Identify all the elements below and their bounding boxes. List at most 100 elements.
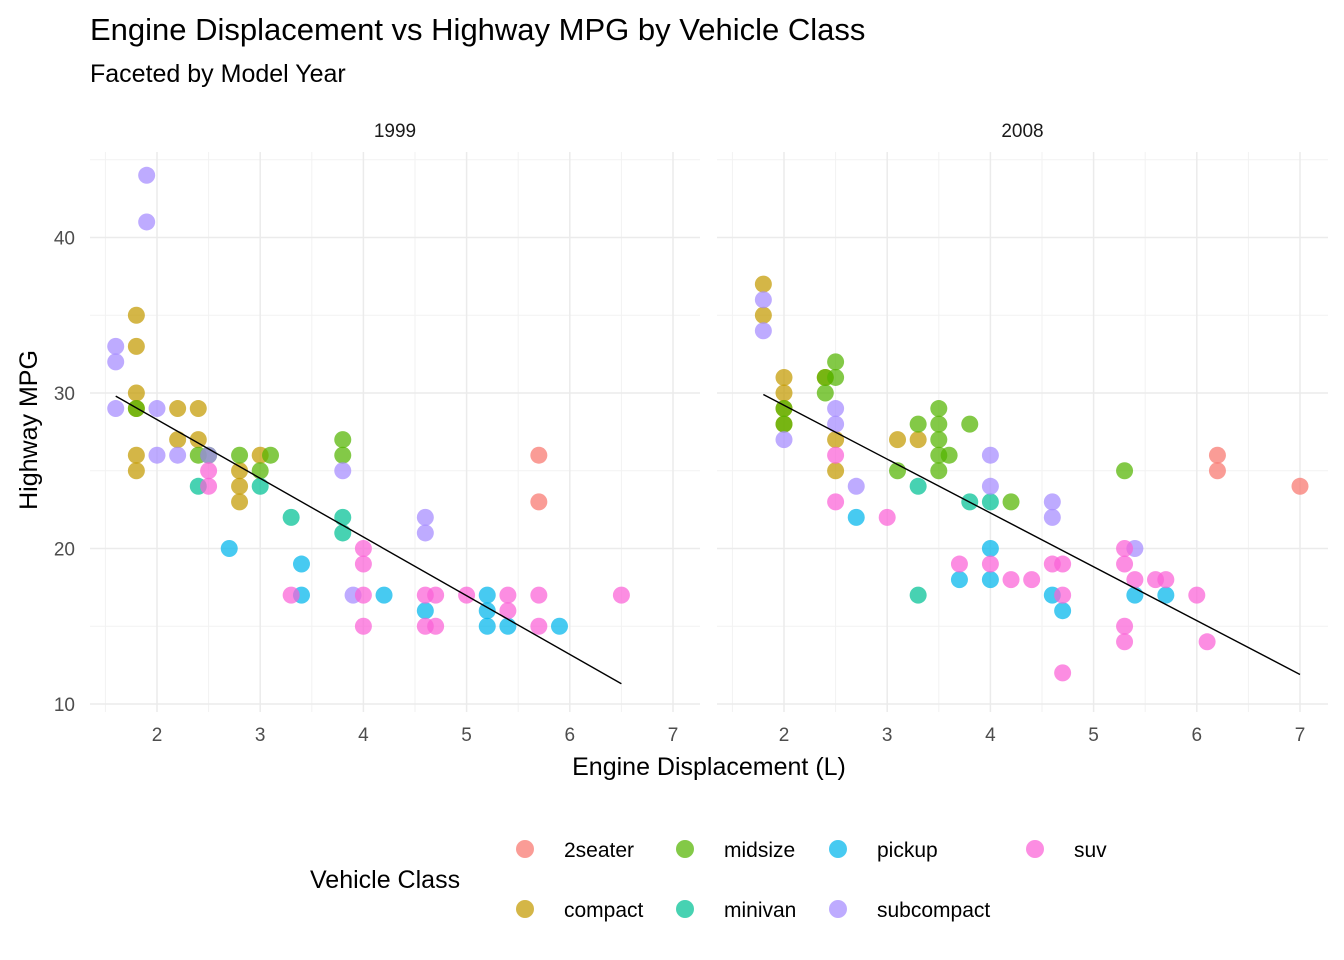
data-point-2seater xyxy=(1291,477,1309,495)
data-point-2seater xyxy=(530,493,548,511)
data-point-pickup xyxy=(950,571,968,589)
x-tick-label: 2 xyxy=(152,725,163,746)
data-point-suv xyxy=(530,586,548,604)
data-point-midsize xyxy=(930,400,948,418)
data-point-compact xyxy=(127,384,145,402)
x-tick-label: 7 xyxy=(668,725,679,746)
legend-item-compact: compact xyxy=(516,899,644,922)
data-point-compact xyxy=(231,493,249,511)
data-point-subcompact xyxy=(981,446,999,464)
data-point-suv xyxy=(1116,540,1134,557)
data-point-midsize xyxy=(940,446,958,464)
data-point-pickup xyxy=(1126,586,1144,604)
data-point-compact xyxy=(189,400,207,418)
data-point-compact xyxy=(775,368,793,386)
y-tick-label: 20 xyxy=(54,540,75,561)
legend-item-pickup: pickup xyxy=(829,839,938,862)
data-point-suv xyxy=(354,586,372,604)
data-point-compact xyxy=(754,306,772,324)
y-axis-title: Highway MPG xyxy=(15,350,43,510)
data-point-pickup xyxy=(478,602,496,620)
data-point-suv xyxy=(354,540,372,557)
data-point-compact xyxy=(169,431,187,449)
data-point-2seater xyxy=(1208,462,1226,480)
x-tick-label: 6 xyxy=(565,725,576,746)
data-point-midsize xyxy=(909,415,927,433)
data-point-subcompact xyxy=(754,322,772,340)
data-point-subcompact xyxy=(107,400,125,418)
data-point-compact xyxy=(231,462,249,480)
data-point-suv xyxy=(1116,555,1134,573)
legend-item-suv: suv xyxy=(1026,839,1107,862)
data-point-minivan xyxy=(909,586,927,604)
legend-key-midsize xyxy=(676,840,694,858)
data-point-midsize xyxy=(930,415,948,433)
legend-key-suv xyxy=(1026,840,1044,858)
data-point-suv xyxy=(282,586,300,604)
data-point-suv xyxy=(612,586,630,604)
data-point-midsize xyxy=(1116,462,1134,480)
data-point-suv xyxy=(1054,555,1072,573)
data-point-midsize xyxy=(334,446,352,464)
chart-title: Engine Displacement vs Highway MPG by Ve… xyxy=(90,12,866,47)
legend-key-pickup xyxy=(829,840,847,858)
data-point-compact xyxy=(169,400,187,418)
data-point-minivan xyxy=(981,493,999,511)
legend-label: pickup xyxy=(877,839,938,862)
y-tick-label: 40 xyxy=(54,229,75,250)
data-point-suv xyxy=(427,586,445,604)
data-point-subcompact xyxy=(775,431,793,449)
data-point-pickup xyxy=(478,617,496,635)
data-point-suv xyxy=(1116,617,1134,635)
data-point-subcompact xyxy=(1043,493,1061,511)
data-point-subcompact xyxy=(169,446,187,464)
legend-key-minivan xyxy=(676,900,694,918)
data-point-subcompact xyxy=(148,446,166,464)
data-point-compact xyxy=(754,275,772,293)
legend-item-2seater: 2seater xyxy=(516,839,634,862)
facet-strip-label: 2008 xyxy=(1001,121,1043,142)
legend: Vehicle Class 2seater compact midsize miniv… xyxy=(310,839,1107,922)
data-point-pickup xyxy=(981,571,999,589)
legend-item-subcompact: subcompact xyxy=(829,899,990,922)
legend-label: midsize xyxy=(724,839,795,862)
data-point-subcompact xyxy=(138,166,156,184)
x-tick-label: 6 xyxy=(1192,725,1203,746)
data-point-suv xyxy=(1054,586,1072,604)
data-point-midsize xyxy=(961,415,979,433)
data-point-subcompact xyxy=(148,400,166,418)
data-point-minivan xyxy=(282,508,300,526)
facet-panel-1999: 1999 2 3 4 5 6 7 10 20 30 40 xyxy=(54,121,700,746)
data-point-subcompact xyxy=(827,415,845,433)
legend-label: minivan xyxy=(724,899,796,922)
legend-item-midsize: midsize xyxy=(676,839,795,862)
data-point-midsize xyxy=(775,400,793,418)
data-point-midsize xyxy=(251,462,269,480)
data-point-suv xyxy=(1198,633,1216,651)
data-point-subcompact xyxy=(416,524,434,542)
data-point-suv xyxy=(200,462,218,480)
legend-key-2seater xyxy=(516,840,534,858)
data-point-suv xyxy=(1126,571,1144,589)
data-point-subcompact xyxy=(827,400,845,418)
data-point-subcompact xyxy=(754,291,772,309)
data-point-suv xyxy=(354,617,372,635)
data-point-suv xyxy=(1023,571,1041,589)
data-point-suv xyxy=(200,477,218,495)
data-point-suv xyxy=(827,446,845,464)
data-point-pickup xyxy=(478,586,496,604)
data-point-pickup xyxy=(981,540,999,557)
data-point-pickup xyxy=(416,602,434,620)
x-tick-label: 2 xyxy=(779,725,790,746)
facet-strip-label: 1999 xyxy=(374,121,416,142)
data-point-subcompact xyxy=(981,477,999,495)
data-point-midsize xyxy=(827,368,845,386)
data-point-suv xyxy=(1157,571,1175,589)
data-point-midsize xyxy=(827,353,845,371)
data-point-minivan xyxy=(251,477,269,495)
data-point-midsize xyxy=(334,431,352,449)
x-tick-label: 3 xyxy=(255,725,266,746)
data-point-subcompact xyxy=(138,213,156,231)
data-point-pickup xyxy=(375,586,393,604)
data-point-suv xyxy=(354,555,372,573)
